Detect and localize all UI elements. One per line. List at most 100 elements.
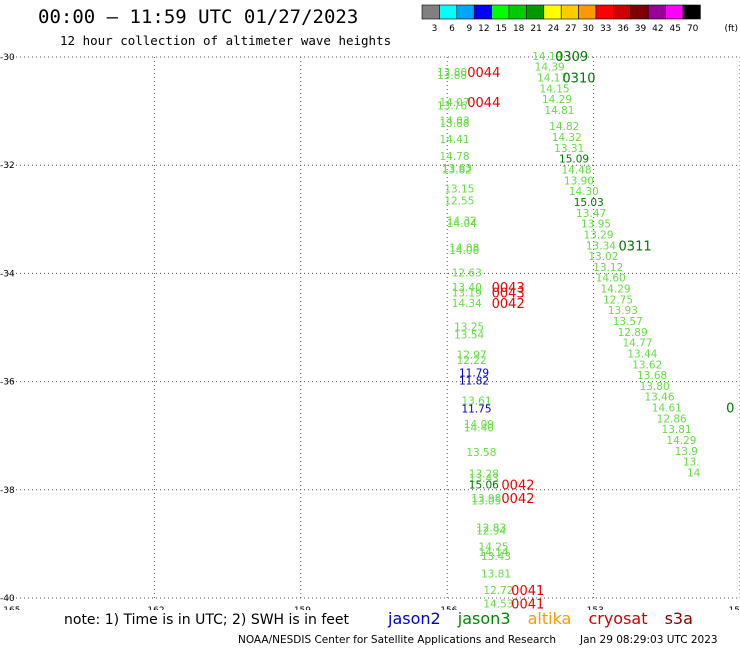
wave-height-label: 13.19 [452,287,482,299]
pass-time-label: 0 [726,402,734,417]
pass-time-label: 0042 [501,478,534,493]
wave-height-label: 13.54 [454,330,484,342]
satellite-label-jason2: jason2 [388,609,441,628]
wave-height-label: 14.29 [542,94,572,106]
wave-height-label: 13.90 [564,175,594,187]
x-tick-label: -159 [291,606,312,610]
wave-height-label: 13.93 [608,305,638,317]
y-tick-label: -40 [0,594,15,604]
wave-height-label: 14.29 [601,284,631,296]
wave-height-label: 14.61 [652,403,682,415]
wave-height-label: 13.61 [461,396,491,408]
page-title: 00:00 – 11:59 UTC 01/27/2023 [38,6,359,28]
pass-time-label: 0311 [619,239,652,254]
wave-height-label: 13.43 [481,551,511,563]
wave-height-label: 14.32 [552,132,582,144]
wave-height-label: 13.88 [437,70,467,82]
pass-time-label: 0044 [467,66,500,81]
wave-height-label: 13.05 [471,496,501,508]
wave-height-label: 14.04 [447,218,477,230]
wave-height-label: 13.63 [442,163,472,175]
credit-line: NOAA/NESDIS Center for Satellite Applica… [238,634,556,646]
wave-height-label: 15.03 [574,197,604,209]
wave-height-label: 11.82 [459,376,489,388]
wave-height-label: 14.17 [537,73,567,85]
wave-height-label: 14.19 [532,51,562,63]
pass-time-label: 0042 [501,492,534,507]
wave-height-label: 12.72 [483,585,513,597]
y-tick-label: -34 [0,269,15,279]
wave-height-label: 14.09 [464,419,494,431]
wave-height-label: 14.08 [449,245,479,257]
wave-height-label: 13.81 [662,424,692,436]
legend-label-70: 70 [687,24,699,34]
generated-timestamp: Jan 29 08:29:03 UTC 2023 [580,634,718,646]
wave-height-label: 14.15 [540,83,570,95]
y-tick-label: -32 [0,161,15,171]
wave-height-label: 14.08 [449,242,479,254]
wave-height-label: 13.29 [583,229,613,241]
color-legend: 3 6 9 12 15 18 21 24 27 30 33 36 39 42 45 70 (ft) [421,4,738,34]
legend-label-45: 45 [670,24,681,34]
wave-height-label: 13.28 [469,469,499,481]
legend-swatch-70 [682,4,701,20]
wave-height-label: 14.81 [544,105,574,117]
satellite-label-cryosat: cryosat [588,609,648,628]
pass-time-label: 0043 [492,281,525,296]
wave-height-label: 11.75 [461,404,491,416]
wave-height-label: 14.03 [439,115,469,127]
x-tick-label: -165 [0,606,20,610]
pass-time-label: 0044 [467,96,500,111]
wave-height-label: 13.15 [444,183,474,195]
satellite-label-altika: altika [527,609,572,628]
wave-height-label: 14.41 [439,134,469,146]
legend-label-21: 21 [530,24,541,34]
legend-label-42: 42 [652,24,663,34]
y-tick-label: -30 [0,53,15,63]
wave-height-label: 12.94 [476,525,506,537]
wave-height-label: 13.58 [466,447,496,459]
x-tick-label: -153 [583,606,603,610]
wave-height-label: 13.40 [452,282,482,294]
legend-label-12: 12 [478,24,489,34]
wave-height-label: 12.75 [603,294,633,306]
wave-height-label: 13.31 [554,143,584,155]
wave-height-label: 15.09 [559,154,589,166]
wave-height-label: 13.43 [469,473,499,485]
page-subtitle: 12 hour collection of altimeter wave hei… [60,33,392,48]
pass-time-label: 0310 [562,72,595,87]
satellite-legend: jason2 jason3 altika cryosat s3a [388,609,705,628]
wave-height-label: 12.97 [457,350,487,362]
wave-height-label: 14.77 [622,338,652,350]
wave-height-label: 14.78 [439,151,469,163]
satellite-label-s3a: s3a [664,609,693,628]
legend-label-18: 18 [513,24,525,34]
pass-time-label: 0309 [555,50,588,65]
x-tick-label: -15 [725,606,740,610]
legend-label-24: 24 [548,24,560,34]
wave-height-label: 13.25 [454,321,484,333]
wave-height-label: 13.98 [471,493,501,505]
wave-height-label: 14.34 [452,298,482,310]
wave-height-label: 13.88 [439,118,469,130]
wave-height-label: 14.30 [569,186,599,198]
wave-height-label: 14.60 [596,273,626,285]
wave-height-label: 14.32 [447,215,477,227]
wave-height-label: 14.39 [535,62,565,74]
wave-height-label: 12.63 [452,267,482,279]
legend-label-9: 9 [466,24,472,34]
wave-height-label: 13.34 [586,240,616,252]
wave-height-label: 13.12 [593,262,623,274]
wave-height-map: -165 -162 -159 -156 -153 -15 -30 -32 -34 -36 -38 -4… [0,50,740,610]
wave-height-label: 14.14 [479,547,509,559]
wave-height-label: 12.83 [476,523,506,535]
legend-label-33: 33 [600,24,611,34]
legend-label-36: 36 [617,24,629,34]
y-tick-label: -36 [0,378,15,388]
legend-label-15: 15 [496,24,507,34]
wave-height-label: 13.82 [442,165,472,177]
wave-height-label: 13.80 [640,381,670,393]
pass-time-label: 0041 [511,584,544,599]
wave-height-label: 13.62 [632,359,662,371]
